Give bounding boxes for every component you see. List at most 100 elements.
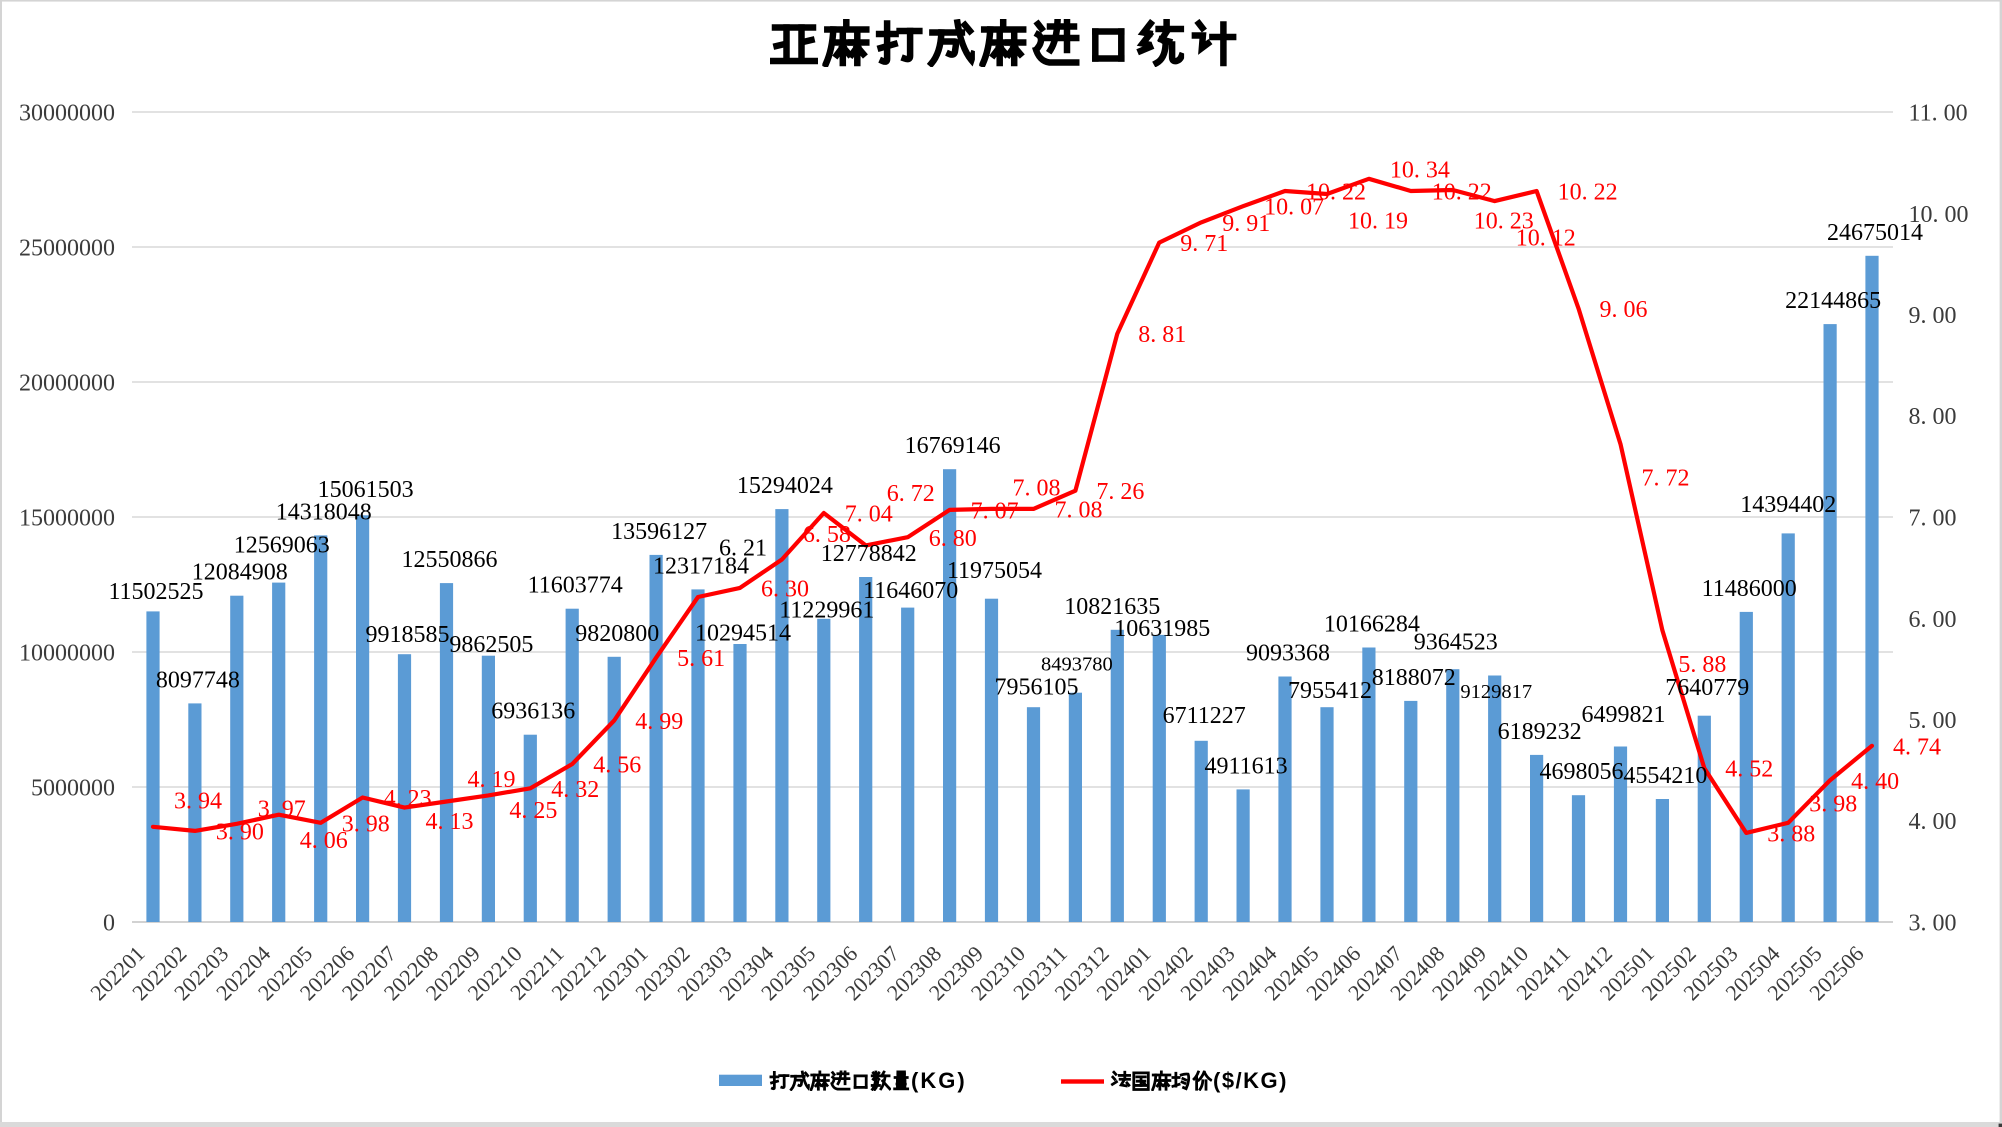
svg-text:7. 00: 7. 00 (1909, 506, 1957, 532)
svg-text:7. 26: 7. 26 (1096, 479, 1144, 505)
svg-text:11486000: 11486000 (1702, 576, 1797, 602)
svg-text:5. 00: 5. 00 (1909, 708, 1957, 734)
svg-text:10631985: 10631985 (1114, 616, 1210, 642)
svg-text:11229961: 11229961 (779, 597, 874, 623)
svg-text:12550866: 12550866 (402, 547, 498, 573)
svg-text:(KG): (KG) (911, 1068, 967, 1093)
svg-text:15000000: 15000000 (19, 506, 115, 532)
svg-text:7. 72: 7. 72 (1642, 466, 1690, 492)
svg-text:3. 94: 3. 94 (174, 788, 222, 814)
svg-text:4. 25: 4. 25 (509, 798, 557, 824)
svg-text:7. 04: 7. 04 (845, 502, 893, 528)
svg-text:6711227: 6711227 (1163, 703, 1246, 729)
svg-text:10. 23: 10. 23 (1474, 209, 1534, 235)
svg-text:11646070: 11646070 (863, 578, 958, 604)
svg-text:11975054: 11975054 (947, 558, 1042, 584)
svg-text:6936136: 6936136 (491, 699, 575, 725)
svg-text:10. 07: 10. 07 (1264, 195, 1324, 221)
svg-text:6499821: 6499821 (1582, 702, 1666, 728)
svg-text:6. 72: 6. 72 (887, 481, 935, 507)
svg-text:16769146: 16769146 (905, 433, 1001, 459)
svg-text:4. 06: 4. 06 (300, 828, 348, 854)
svg-text:3. 98: 3. 98 (342, 811, 390, 837)
svg-text:13596127: 13596127 (611, 519, 707, 545)
svg-text:12084908: 12084908 (192, 560, 288, 586)
svg-text:10. 34: 10. 34 (1390, 157, 1450, 183)
svg-text:5. 88: 5. 88 (1678, 652, 1726, 678)
svg-text:20000000: 20000000 (19, 371, 115, 397)
svg-text:3. 97: 3. 97 (258, 796, 306, 822)
svg-text:9. 00: 9. 00 (1909, 303, 1957, 329)
svg-text:4. 52: 4. 52 (1725, 757, 1773, 783)
svg-text:10166284: 10166284 (1324, 612, 1420, 638)
svg-text:($/KG): ($/KG) (1213, 1068, 1288, 1093)
svg-text:4. 32: 4. 32 (551, 777, 599, 803)
svg-text:4. 23: 4. 23 (384, 786, 432, 812)
svg-text:6. 58: 6. 58 (803, 522, 851, 548)
svg-text:15294024: 15294024 (737, 473, 833, 499)
svg-text:6. 80: 6. 80 (929, 526, 977, 552)
svg-text:12569063: 12569063 (234, 533, 330, 559)
svg-text:6. 00: 6. 00 (1909, 607, 1957, 633)
svg-text:14318048: 14318048 (276, 499, 372, 525)
svg-text:5000000: 5000000 (31, 776, 115, 802)
svg-text:7955412: 7955412 (1288, 678, 1372, 704)
svg-text:24675014: 24675014 (1827, 220, 1923, 246)
svg-text:5. 61: 5. 61 (677, 646, 725, 672)
svg-text:7. 07: 7. 07 (971, 498, 1019, 524)
svg-text:9129817: 9129817 (1460, 681, 1532, 703)
svg-text:9. 91: 9. 91 (1222, 211, 1270, 237)
svg-text:12778842: 12778842 (821, 541, 917, 567)
svg-text:10. 19: 10. 19 (1348, 209, 1408, 235)
svg-text:6189232: 6189232 (1498, 719, 1582, 745)
svg-text:4. 56: 4. 56 (593, 753, 641, 779)
svg-text:4. 40: 4. 40 (1851, 769, 1899, 795)
svg-text:3. 98: 3. 98 (1809, 791, 1857, 817)
svg-text:10. 12: 10. 12 (1516, 226, 1576, 252)
svg-text:10821635: 10821635 (1064, 594, 1160, 620)
svg-text:6. 30: 6. 30 (761, 576, 809, 602)
svg-text:4. 00: 4. 00 (1909, 809, 1957, 835)
svg-text:3. 90: 3. 90 (216, 819, 264, 845)
svg-text:25000000: 25000000 (19, 236, 115, 262)
svg-text:14394402: 14394402 (1740, 492, 1836, 518)
svg-text:8097748: 8097748 (156, 667, 240, 693)
svg-text:4911613: 4911613 (1205, 753, 1288, 779)
svg-text:0: 0 (103, 911, 115, 937)
svg-text:22144865: 22144865 (1785, 288, 1881, 314)
svg-text:11. 00: 11. 00 (1909, 101, 1968, 127)
svg-text:6. 21: 6. 21 (719, 536, 767, 562)
svg-text:9093368: 9093368 (1246, 641, 1330, 667)
svg-text:7640779: 7640779 (1665, 675, 1749, 701)
svg-text:4. 13: 4. 13 (426, 809, 474, 835)
svg-text:7956105: 7956105 (995, 675, 1079, 701)
svg-text:4554210: 4554210 (1623, 763, 1707, 789)
svg-text:9820800: 9820800 (575, 621, 659, 647)
svg-text:8188072: 8188072 (1372, 665, 1456, 691)
svg-text:9364523: 9364523 (1414, 630, 1498, 656)
svg-text:7. 08: 7. 08 (1055, 497, 1103, 523)
svg-text:12317184: 12317184 (653, 553, 749, 579)
svg-text:9918585: 9918585 (366, 622, 450, 648)
svg-text:8493780: 8493780 (1041, 654, 1113, 676)
svg-text:10. 22: 10. 22 (1558, 180, 1618, 206)
svg-text:8. 00: 8. 00 (1909, 404, 1957, 430)
svg-text:9. 71: 9. 71 (1180, 231, 1228, 257)
svg-text:4. 19: 4. 19 (468, 767, 516, 793)
svg-text:7. 08: 7. 08 (1013, 475, 1061, 501)
svg-text:10. 00: 10. 00 (1909, 202, 1969, 228)
svg-text:4. 99: 4. 99 (635, 709, 683, 735)
svg-text:4. 74: 4. 74 (1893, 734, 1941, 760)
svg-text:15061503: 15061503 (318, 477, 414, 503)
svg-text:9862505: 9862505 (449, 632, 533, 658)
svg-text:10294514: 10294514 (695, 621, 791, 647)
svg-text:11603774: 11603774 (528, 573, 623, 599)
svg-text:30000000: 30000000 (19, 101, 115, 127)
svg-text:10. 22: 10. 22 (1306, 180, 1366, 206)
svg-text:3. 00: 3. 00 (1909, 911, 1957, 937)
svg-text:4698056: 4698056 (1540, 759, 1624, 785)
svg-text:8. 81: 8. 81 (1138, 322, 1186, 348)
svg-text:10000000: 10000000 (19, 641, 115, 667)
svg-text:10. 22: 10. 22 (1432, 180, 1492, 206)
svg-text:9. 06: 9. 06 (1600, 297, 1648, 323)
